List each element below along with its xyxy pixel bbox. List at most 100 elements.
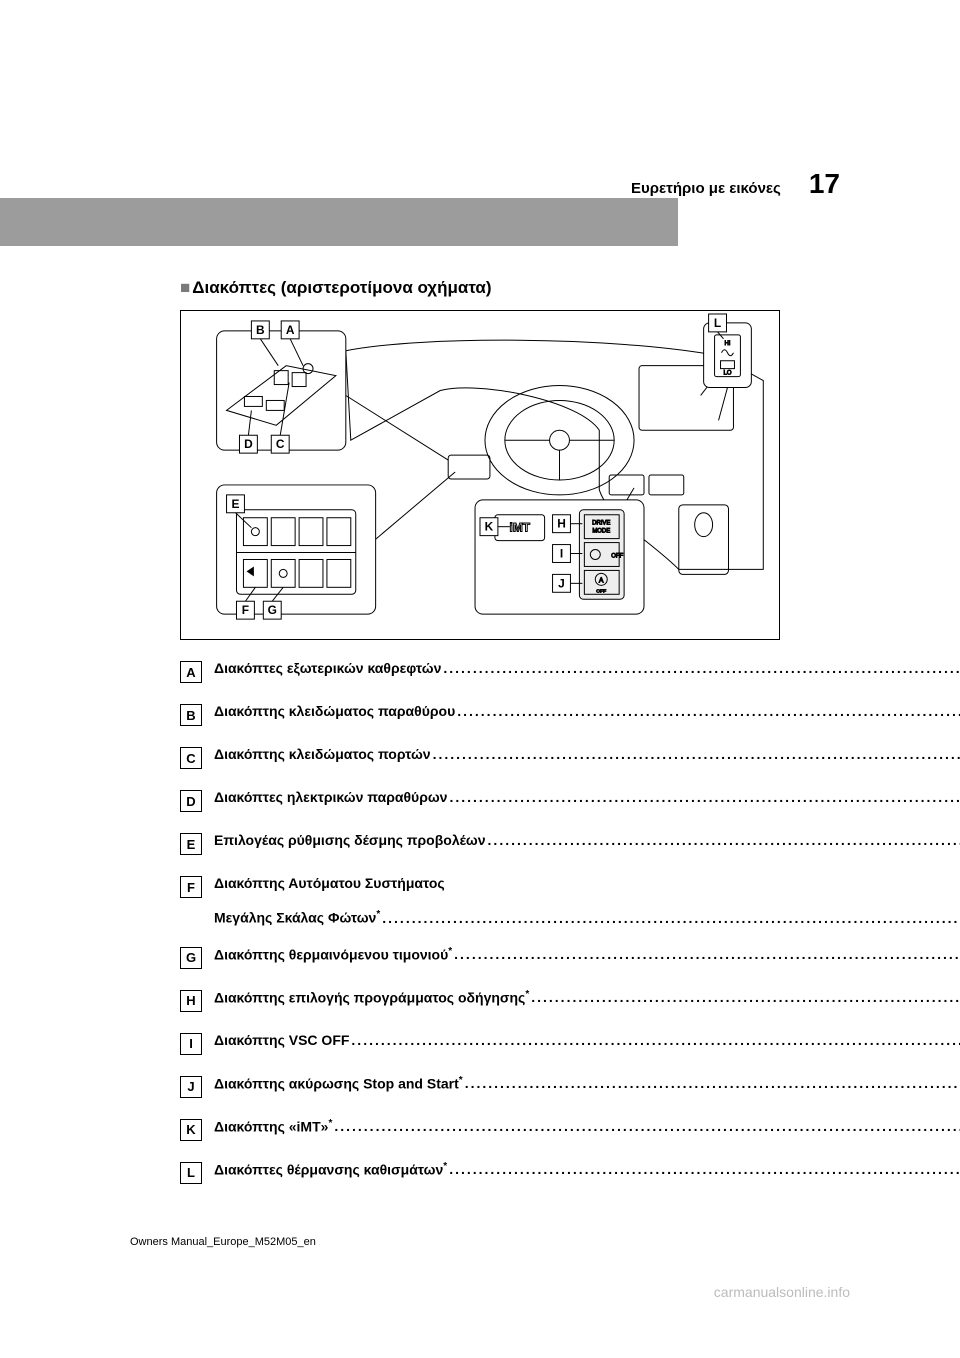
section-heading-text: Διακόπτες (αριστεροτίμονα οχήματα) <box>192 278 491 297</box>
legend-item-label: Διακόπτης κλειδώματος πορτών <box>214 746 431 762</box>
legend-item-label: Μεγάλης Σκάλας Φώτων* <box>214 909 380 926</box>
legend-item-line: Διακόπτης θερμαινόμενου τιμονιού*.......… <box>214 946 960 963</box>
header-row: Eυρετήριο με εικόνες 17 <box>631 168 840 200</box>
callout-D: D <box>244 437 253 451</box>
leader-dots: ........................................… <box>447 1161 960 1177</box>
legend-list: AΔιακόπτες εξωτερικών καθρεφτών.........… <box>180 660 780 1204</box>
legend-item: LΔιακόπτες θέρμανσης καθισμάτων*........… <box>180 1161 780 1184</box>
legend-item-line: Διακόπτες θέρμανσης καθισμάτων*.........… <box>214 1161 960 1178</box>
legend-item-body: Διακόπτες θέρμανσης καθισμάτων*.........… <box>214 1161 960 1178</box>
legend-item-label: Επιλογέας ρύθμισης δέσμης προβολέων <box>214 832 486 848</box>
legend-item: KΔιακόπτης «iMT»*.......................… <box>180 1118 780 1141</box>
legend-item-line: Επιλογέας ρύθμισης δέσμης προβολέων.....… <box>214 832 960 848</box>
callout-L: L <box>714 316 721 330</box>
legend-letter-box: G <box>180 947 202 969</box>
page-number: 17 <box>809 168 840 200</box>
header-section-title: Eυρετήριο με εικόνες <box>631 180 781 197</box>
legend-item-label: Διακόπτης VSC OFF <box>214 1032 349 1048</box>
legend-item-body: Διακόπτης επιλογής προγράμματος οδήγησης… <box>214 989 960 1006</box>
leader-dots: ........................................… <box>380 910 960 926</box>
legend-item: CΔιακόπτης κλειδώματος πορτών...........… <box>180 746 780 769</box>
inset-door-switches: B A D C <box>217 321 346 453</box>
svg-text:MODE: MODE <box>592 529 610 535</box>
footer-watermark: carmanualsonline.info <box>714 1284 850 1300</box>
legend-letter-box: F <box>180 876 202 898</box>
legend-item-line: Διακόπτης κλειδώματος πορτών............… <box>214 746 960 762</box>
legend-item-label: Διακόπτης επιλογής προγράμματος οδήγησης… <box>214 989 529 1006</box>
leader-dots: ........................................… <box>332 1118 960 1134</box>
legend-letter-box: E <box>180 833 202 855</box>
header-grey-bar <box>0 198 678 246</box>
legend-letter-box: D <box>180 790 202 812</box>
svg-text:OFF: OFF <box>596 588 606 594</box>
svg-text:iMT: iMT <box>510 521 531 535</box>
legend-item: DΔιακόπτες ηλεκτρικών παραθύρων.........… <box>180 789 780 812</box>
legend-item-line: Διακόπτες εξωτερικών καθρεφτών..........… <box>214 660 960 676</box>
legend-letter-box: J <box>180 1076 202 1098</box>
callout-B: B <box>256 323 265 337</box>
legend-item: H Διακόπτης επιλογής προγράμματος οδήγηση… <box>180 989 780 1012</box>
svg-text:HI: HI <box>725 341 731 347</box>
callout-I: I <box>560 546 563 560</box>
callout-A: A <box>286 323 295 337</box>
callout-G: G <box>268 603 277 617</box>
callout-K: K <box>485 520 494 534</box>
svg-text:DRIVE: DRIVE <box>592 521 610 527</box>
legend-letter-box: B <box>180 704 202 726</box>
legend-item-body: Διακόπτες ηλεκτρικών παραθύρων..........… <box>214 789 960 805</box>
legend-letter-box: A <box>180 661 202 683</box>
diagram-frame: B A D C <box>180 310 780 640</box>
legend-item-label: Διακόπτης κλειδώματος παραθύρου <box>214 703 455 719</box>
legend-item-line: Μεγάλης Σκάλας Φώτων*...................… <box>214 909 960 926</box>
legend-letter-box: I <box>180 1033 202 1055</box>
legend-item: BΔιακόπτης κλειδώματος παραθύρου........… <box>180 703 780 726</box>
legend-item-line: Διακόπτες ηλεκτρικών παραθύρων..........… <box>214 789 960 805</box>
legend-item: IΔιακόπτης VSC OFF......................… <box>180 1032 780 1055</box>
legend-item-line: Διακόπτης ακύρωσης Stop and Start*......… <box>214 1075 960 1092</box>
svg-text:LO: LO <box>724 371 732 377</box>
legend-item-line: Διακόπτης VSC OFF.......................… <box>214 1032 960 1048</box>
manual-page: Eυρετήριο με εικόνες 17 ■Διακόπτες (αρισ… <box>0 0 960 1358</box>
legend-item-line: Διακόπτης κλειδώματος παραθύρου.........… <box>214 703 960 719</box>
square-bullet-icon: ■ <box>180 278 190 297</box>
legend-item-body: Διακόπτης ακύρωσης Stop and Start*......… <box>214 1075 960 1092</box>
callout-J: J <box>558 576 565 590</box>
callout-F: F <box>242 603 249 617</box>
legend-item-label: Διακόπτης ακύρωσης Stop and Start* <box>214 1075 463 1092</box>
callout-E: E <box>232 497 240 511</box>
legend-item-label: Διακόπτες ηλεκτρικών παραθύρων <box>214 789 447 805</box>
legend-letter-box: C <box>180 747 202 769</box>
legend-item-body: Διακόπτης Αυτόματου Συστήματος Μεγάλης Σκ… <box>214 875 960 926</box>
legend-item-label: Διακόπτες εξωτερικών καθρεφτών <box>214 660 441 676</box>
leader-dots: ........................................… <box>349 1032 960 1048</box>
legend-item: AΔιακόπτες εξωτερικών καθρεφτών.........… <box>180 660 780 683</box>
inset-drive-mode: iMT DRIVE MODE OFF A OFF K <box>475 500 644 614</box>
dashboard-diagram: B A D C <box>181 311 779 639</box>
leader-dots: ........................................… <box>441 660 960 676</box>
leader-dots: ........................................… <box>529 989 960 1005</box>
legend-letter-box: H <box>180 990 202 1012</box>
callout-C: C <box>276 437 285 451</box>
legend-item-line: Διακόπτης Αυτόματου Συστήματος <box>214 875 960 891</box>
legend-item-body: Διακόπτες εξωτερικών καθρεφτών..........… <box>214 660 960 676</box>
svg-text:A: A <box>599 577 604 584</box>
legend-letter-box: K <box>180 1119 202 1141</box>
leader-dots: ........................................… <box>452 946 960 962</box>
footer-doc-id: Owners Manual_Europe_M52M05_en <box>130 1236 316 1248</box>
svg-text:OFF: OFF <box>611 553 623 559</box>
legend-item-label: Διακόπτης «iMT»* <box>214 1118 332 1135</box>
legend-item: EΕπιλογέας ρύθμισης δέσμης προβολέων....… <box>180 832 780 855</box>
legend-item: F Διακόπτης Αυτόματου Συστήματος Μεγάλης Σ… <box>180 875 780 926</box>
legend-item-body: Διακόπτης κλειδώματος πορτών............… <box>214 746 960 762</box>
section-heading: ■Διακόπτες (αριστεροτίμονα οχήματα) <box>180 278 492 298</box>
legend-item-line: Διακόπτης επιλογής προγράμματος οδήγησης… <box>214 989 960 1006</box>
leader-dots: ........................................… <box>463 1075 960 1091</box>
callout-H: H <box>557 517 566 531</box>
legend-item: GΔιακόπτης θερμαινόμενου τιμονιού*......… <box>180 946 780 969</box>
leader-dots: ........................................… <box>447 789 960 805</box>
legend-item: JΔιακόπτης ακύρωσης Stop and Start*.....… <box>180 1075 780 1098</box>
legend-letter-box: L <box>180 1162 202 1184</box>
legend-item-label: Διακόπτης Αυτόματου Συστήματος <box>214 875 445 891</box>
legend-item-body: Επιλογέας ρύθμισης δέσμης προβολέων.....… <box>214 832 960 848</box>
leader-dots: ........................................… <box>486 832 960 848</box>
